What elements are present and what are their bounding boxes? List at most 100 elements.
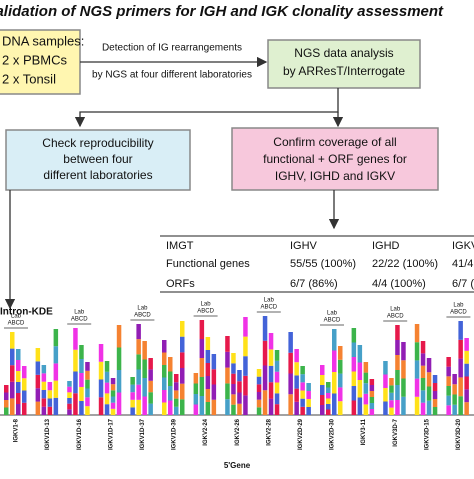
bar-segment [446,366,451,377]
bar-segment [231,353,236,364]
bar-segment [237,381,242,393]
box-text: functional + ORF genes for [263,152,407,166]
bar-segment [294,362,299,376]
bar-segment [85,370,90,380]
bar-segment [10,381,15,399]
bar-segment [67,403,72,410]
bar-segment [351,342,357,357]
table-cell: 55/55 (100%) [290,258,356,270]
bar-segment [237,403,242,415]
bar-segment [10,365,15,382]
table-cell: 6/7 (86%) [452,278,474,290]
bar-segment [79,345,84,359]
bar-segment [174,374,179,383]
bar-segment [383,401,388,415]
bar-segment [116,325,122,348]
bar-segment [262,340,268,366]
bar-segment [10,332,15,349]
bar-segment [130,384,135,393]
bar-segment [193,373,199,384]
bar-segment [420,402,426,415]
bar-segment [174,382,179,391]
bar-segment [243,395,248,415]
bar-segment [16,349,21,360]
bar-segment [414,360,420,379]
bar-segment [162,390,167,403]
bar-segment [199,377,205,396]
bar-segment [53,397,59,415]
bar-segment [73,349,78,372]
bar-segment [67,392,72,398]
bar-segment [357,362,363,380]
lab-label: ABCD [324,318,341,324]
bar-segment [199,339,205,358]
bar-segment [231,404,236,415]
bar-segment [22,366,27,379]
bar-segment [363,362,369,373]
bar-segment [35,374,41,389]
bar-segment [357,397,363,415]
bar-segment [225,399,230,415]
bar-segment [300,390,305,399]
box-text: Confirm coverage of all [273,135,396,149]
gene-label: IGKV2-26 [235,418,241,445]
gene-label: IGKV2D-29 [298,418,304,450]
bar-segment [332,329,337,351]
bar-segment [320,405,325,415]
bar-segment [326,409,331,415]
bar-segment [136,354,141,370]
bar-segment [256,392,262,400]
bar-segment [326,404,331,410]
bar-segment [414,324,420,343]
table-header: IGKV [452,240,474,252]
bar-segment [73,328,78,350]
lab-label: Lab [74,310,85,316]
bar-segment [351,386,357,401]
table-cell: 6/7 (86%) [290,278,338,290]
bar-segment [130,377,135,385]
table-cell: 22/22 (100%) [372,258,438,270]
bar-segment [320,385,325,395]
bar-segment [16,404,21,415]
bar-segment [73,393,78,415]
bar-segment [446,405,451,415]
bar-segment [41,398,47,407]
lab-label: Lab [390,307,401,313]
table-header: IMGT [166,240,194,252]
bar-segment [395,325,400,340]
bar-segment [10,398,15,415]
bar-segment [432,391,438,399]
bar-segment [458,396,463,415]
lab-label: ABCD [197,309,214,315]
bar-segment [243,317,248,337]
bar-segment [116,347,122,370]
bar-segment [168,357,173,372]
gene-label: IGKV3D-7 [393,418,399,446]
gene-label: IGKV2-24 [203,418,209,445]
bar-segment [130,392,135,400]
bar-segment [142,341,147,360]
bar-segment [420,353,426,366]
chart-title: Intron-KDE [0,307,53,318]
lab-label: ABCD [450,310,467,316]
bar-segment [67,398,72,404]
box-text: by ARResT/Interrogate [283,64,405,78]
bar-segment [326,382,331,388]
bar-segment [98,397,104,415]
bar-segment [35,361,41,375]
bar-segment [211,354,217,370]
bar-segment [274,393,280,405]
lab-label: Lab [327,311,338,317]
bar-segment [136,339,141,355]
bar-segment [268,349,274,366]
bar-segment [4,400,9,408]
bar-segment [369,379,375,385]
arrow-label: by NGS at four different laboratories [92,70,252,81]
bar-segment [464,389,469,403]
bar-segment [268,398,274,415]
box-text: NGS data analysis [294,46,393,60]
bar-segment [306,391,311,399]
bar-segment [357,380,363,398]
bar-segment [53,363,59,381]
bar-segment [136,324,141,340]
